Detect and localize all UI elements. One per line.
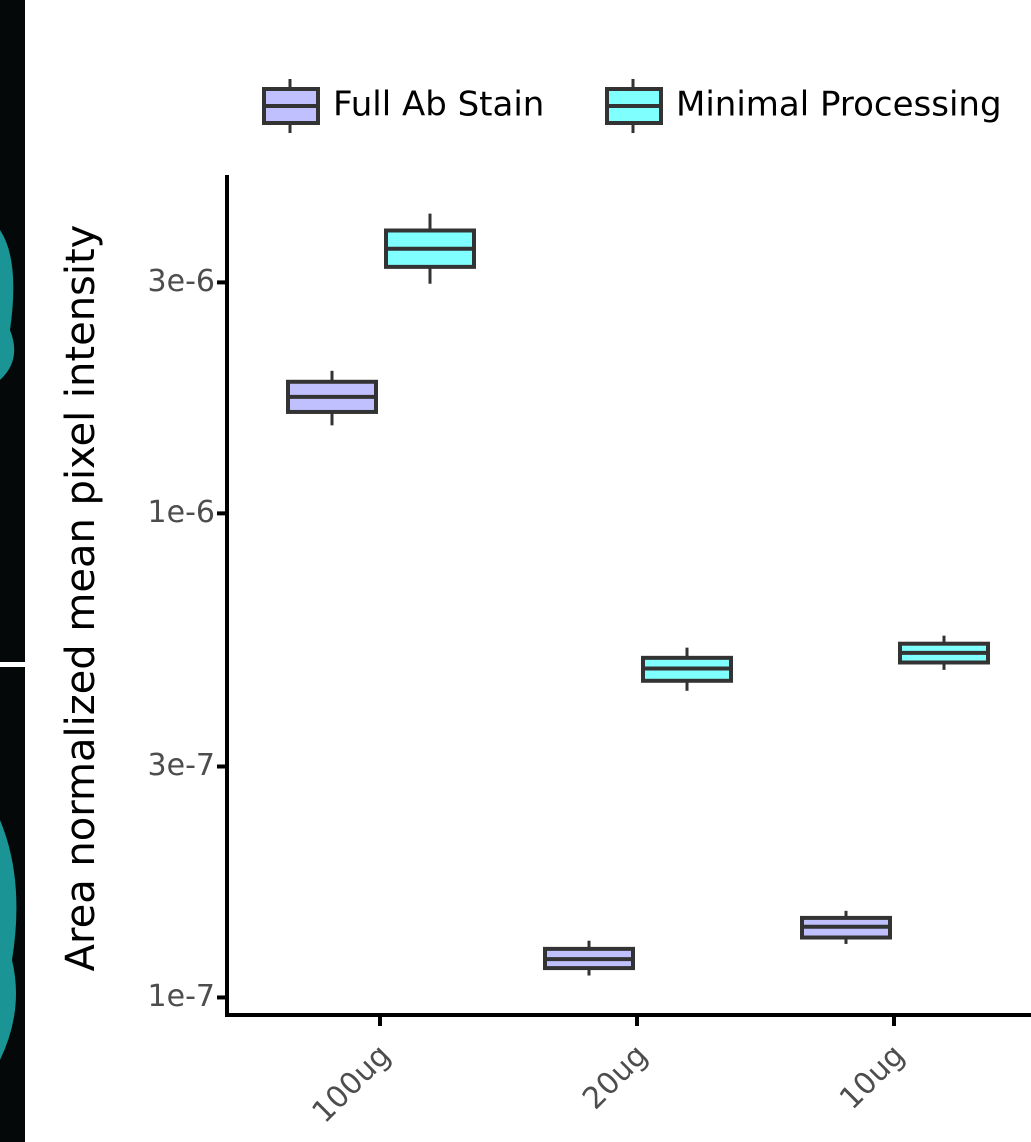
legend-label: Minimal Processing <box>676 85 1002 125</box>
side-image-divider <box>0 662 25 667</box>
y-tick-label: 3e-7 <box>148 748 215 783</box>
chart: Area normalized mean pixel intensity 1e-… <box>0 0 1031 1142</box>
legend-label: Full Ab Stain <box>333 85 544 125</box>
x-tick-label: 20ug <box>576 1038 655 1117</box>
x-tick-label: 10ug <box>833 1038 912 1117</box>
y-tick-label: 3e-6 <box>148 264 215 299</box>
page: {"chart_data": {"type": "box", "y_label"… <box>0 0 1031 1142</box>
y-tick-label: 1e-6 <box>148 495 215 530</box>
x-tick-label: 100ug <box>306 1038 398 1130</box>
y-axis-title: Area normalized mean pixel intensity <box>58 225 104 972</box>
y-tick-label: 1e-7 <box>148 979 215 1014</box>
